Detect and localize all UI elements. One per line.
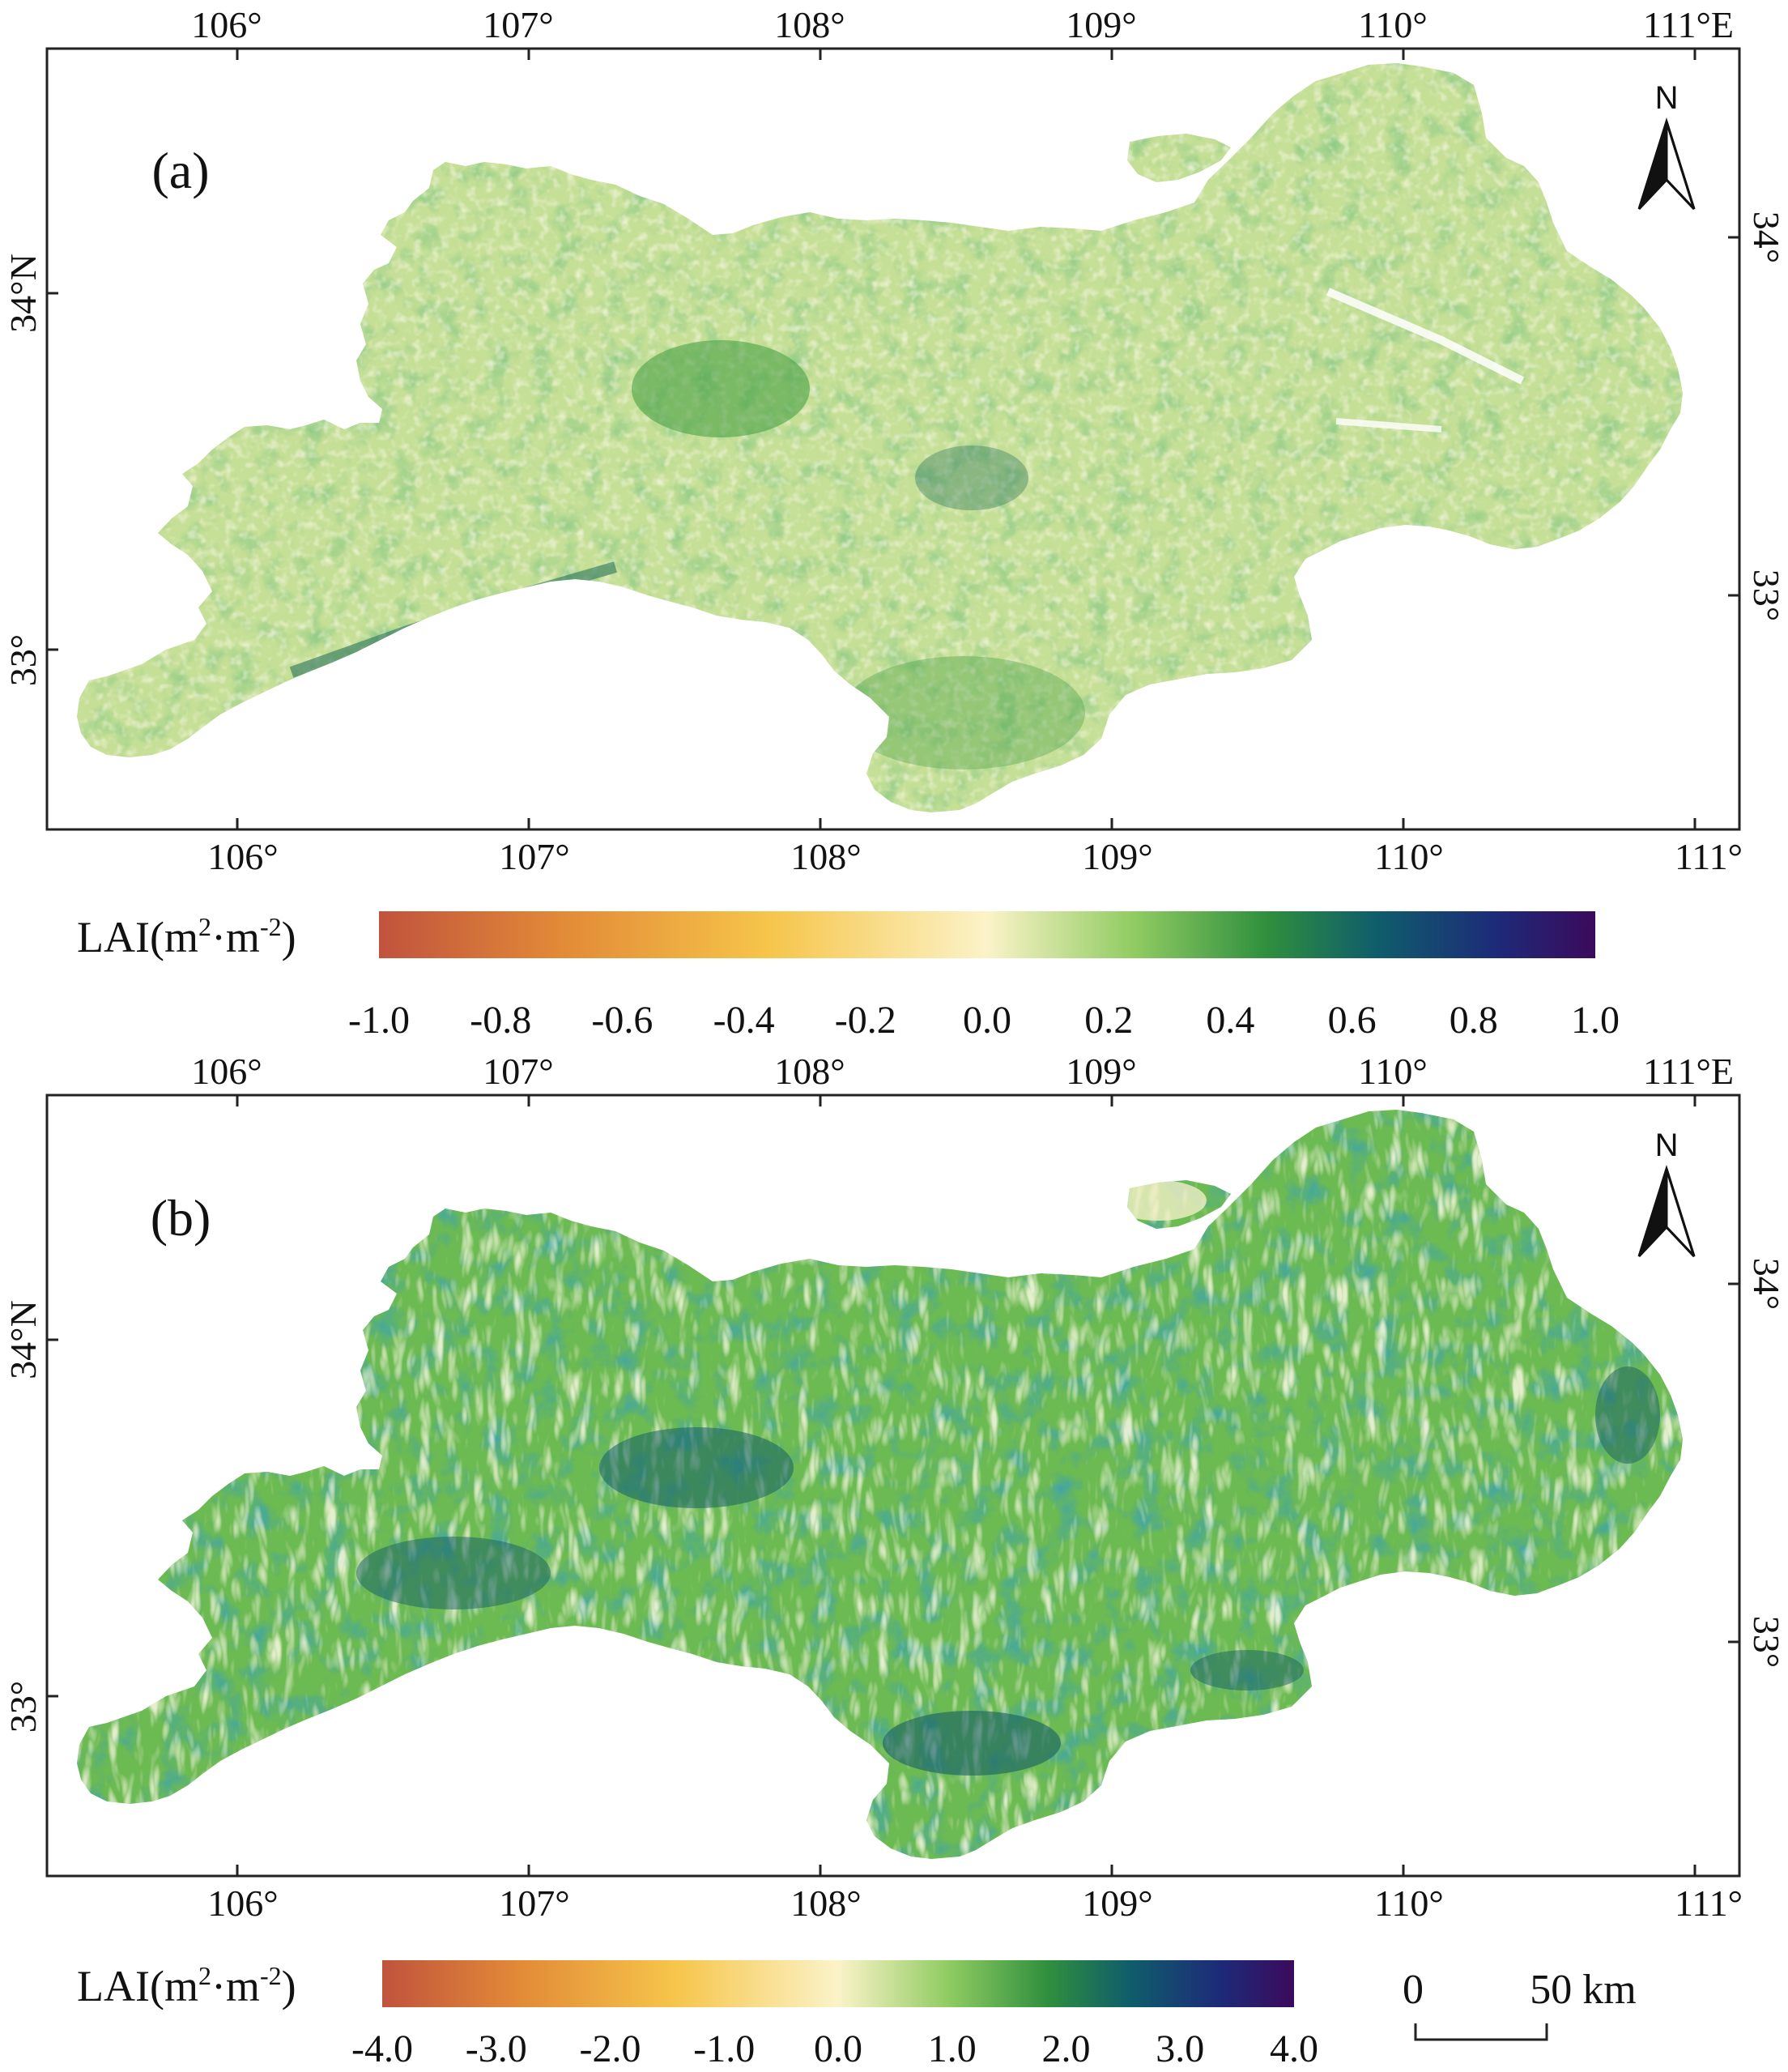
panel-a: 106° 107° 108° 109° 110° 111°E 106° 107°…: [2, 4, 1787, 1042]
map-frame-b: [45, 1094, 1741, 1878]
north-arrow-letter: N: [1655, 80, 1679, 116]
lat-label: 34°N: [2, 1300, 44, 1379]
lat-label: 34°N: [2, 254, 44, 333]
lon-label: 109°: [1082, 1882, 1152, 1924]
lon-label: 108°: [790, 1882, 861, 1924]
colorbar-ramp: [379, 911, 1595, 958]
colorbar-tick-label: 0.2: [1084, 999, 1133, 1042]
colorbar-tick-label: 1.0: [928, 2027, 977, 2068]
colorbar-b: LAI(m2·m-2) -4.0 -3.0 -2.0 -1.0 0.0 1.0 2.0 3.0…: [77, 1960, 1318, 2070]
lon-label: 110°: [1358, 4, 1428, 45]
lat-label: 34°: [1746, 1258, 1787, 1310]
colorbar-tick-label: -0.6: [591, 999, 653, 1042]
colorbar-title: LAI(m2·m-2): [77, 1961, 296, 2010]
lon-label: 106°: [207, 836, 278, 877]
colorbar-tick-label: -1.0: [348, 999, 410, 1042]
lai-map-a: [77, 63, 1683, 812]
colorbar-tick-label: 1.0: [1571, 999, 1620, 1042]
left-lat-labels-b: 34°N 33°: [2, 1300, 44, 1733]
lon-label: 111°: [1675, 1882, 1743, 1924]
lon-label: 107°: [483, 1051, 553, 1092]
lon-label: 109°: [1066, 1051, 1136, 1092]
lon-label: 108°: [774, 4, 845, 45]
right-lat-labels-a: 34° 33°: [1746, 211, 1787, 621]
panel-label: (a): [151, 142, 209, 199]
colorbar-tick-label: -2.0: [580, 2027, 641, 2068]
panel-b: 106° 107° 108° 109° 110° 111°E 106° 107°…: [2, 1051, 1787, 2070]
lat-label: 34°: [1746, 211, 1787, 263]
colorbar-tick-label: 2.0: [1042, 2027, 1091, 2068]
colorbar-tick-label: -4.0: [351, 2027, 413, 2068]
colorbar-tick-label: -0.8: [470, 999, 531, 1042]
colorbar-tick-label: -0.2: [835, 999, 896, 1042]
lon-label: 110°: [1374, 836, 1444, 877]
lai-map-b: [77, 1110, 1683, 1859]
lat-label: 33°: [1746, 1616, 1787, 1668]
left-lat-labels-a: 34°N 33°: [2, 254, 44, 686]
colorbar-tick-label: 0.0: [814, 2027, 862, 2068]
top-lon-labels-b: 106° 107° 108° 109° 110° 111°E: [191, 1051, 1734, 1092]
map-frame-a: [45, 47, 1741, 831]
scale-bar-distance: 50 km: [1530, 1967, 1636, 2013]
colorbar-tick-label: 0.6: [1328, 999, 1377, 1042]
colorbar-tick-label: -0.4: [713, 999, 775, 1042]
lat-label: 33°: [2, 1681, 44, 1733]
lon-label: 108°: [790, 836, 861, 877]
lon-label: 106°: [191, 4, 262, 45]
panel-label: (b): [151, 1189, 211, 1247]
lon-label: 107°: [483, 4, 553, 45]
north-arrow-letter: N: [1655, 1128, 1679, 1163]
scale-bar-line: [1414, 2023, 1548, 2041]
lon-label: 107°: [499, 836, 569, 877]
colorbar-ramp: [382, 1960, 1294, 2007]
map-high-a: [632, 340, 810, 437]
scale-bar: 0 50 km: [1403, 1967, 1637, 2041]
colorbar-title: LAI(m2·m-2): [77, 912, 296, 961]
lon-label: 108°: [774, 1051, 845, 1092]
colorbar-tick-label: -3.0: [466, 2027, 527, 2068]
colorbar-tick-label: -1.0: [693, 2027, 755, 2068]
lon-label: 109°: [1066, 4, 1136, 45]
colorbar-tick-label: 4.0: [1270, 2027, 1318, 2068]
right-lat-labels-b: 34° 33°: [1746, 1258, 1787, 1668]
scale-bar-zero: 0: [1403, 1967, 1424, 2013]
lon-label: 109°: [1082, 836, 1152, 877]
colorbar-tick-label: 0.8: [1450, 999, 1498, 1042]
colorbar-tick-labels: -1.0 -0.8 -0.6 -0.4 -0.2 0.0 0.2 0.4 0.6 0.8 1.0: [348, 999, 1620, 1042]
lat-label: 33°: [2, 634, 44, 686]
colorbar-tick-labels: -4.0 -3.0 -2.0 -1.0 0.0 1.0 2.0 3.0 4.0: [351, 2027, 1318, 2070]
bottom-lon-labels-a: 106° 107° 108° 109° 110° 111°: [207, 836, 1743, 877]
lon-label: 111°: [1675, 836, 1743, 877]
north-arrow: N: [1637, 80, 1696, 211]
lon-label: 111°E: [1643, 4, 1734, 45]
colorbar-a: LAI(m2·m-2) -1.0 -0.8 -0.6 -0.4 -0.2 0.0 0.2 0.…: [77, 911, 1620, 1042]
lon-label: 106°: [207, 1882, 278, 1924]
lon-ticks-a: [47, 49, 1739, 829]
north-arrow: N: [1637, 1128, 1696, 1258]
lon-label: 110°: [1358, 1051, 1428, 1092]
colorbar-tick-label: 3.0: [1156, 2027, 1204, 2068]
lon-ticks-b: [47, 1095, 1739, 1876]
colorbar-tick-label: 0.0: [963, 999, 1011, 1042]
lon-label: 111°E: [1643, 1051, 1734, 1092]
lon-label: 107°: [499, 1882, 569, 1924]
map-high-b: [599, 1427, 794, 1508]
lon-label: 106°: [191, 1051, 262, 1092]
top-lon-labels-a: 106° 107° 108° 109° 110° 111°E: [191, 4, 1734, 45]
lon-label: 110°: [1374, 1882, 1444, 1924]
colorbar-tick-label: 0.4: [1206, 999, 1254, 1042]
bottom-lon-labels-b: 106° 107° 108° 109° 110° 111°: [207, 1882, 1743, 1924]
lat-label: 33°: [1746, 569, 1787, 621]
